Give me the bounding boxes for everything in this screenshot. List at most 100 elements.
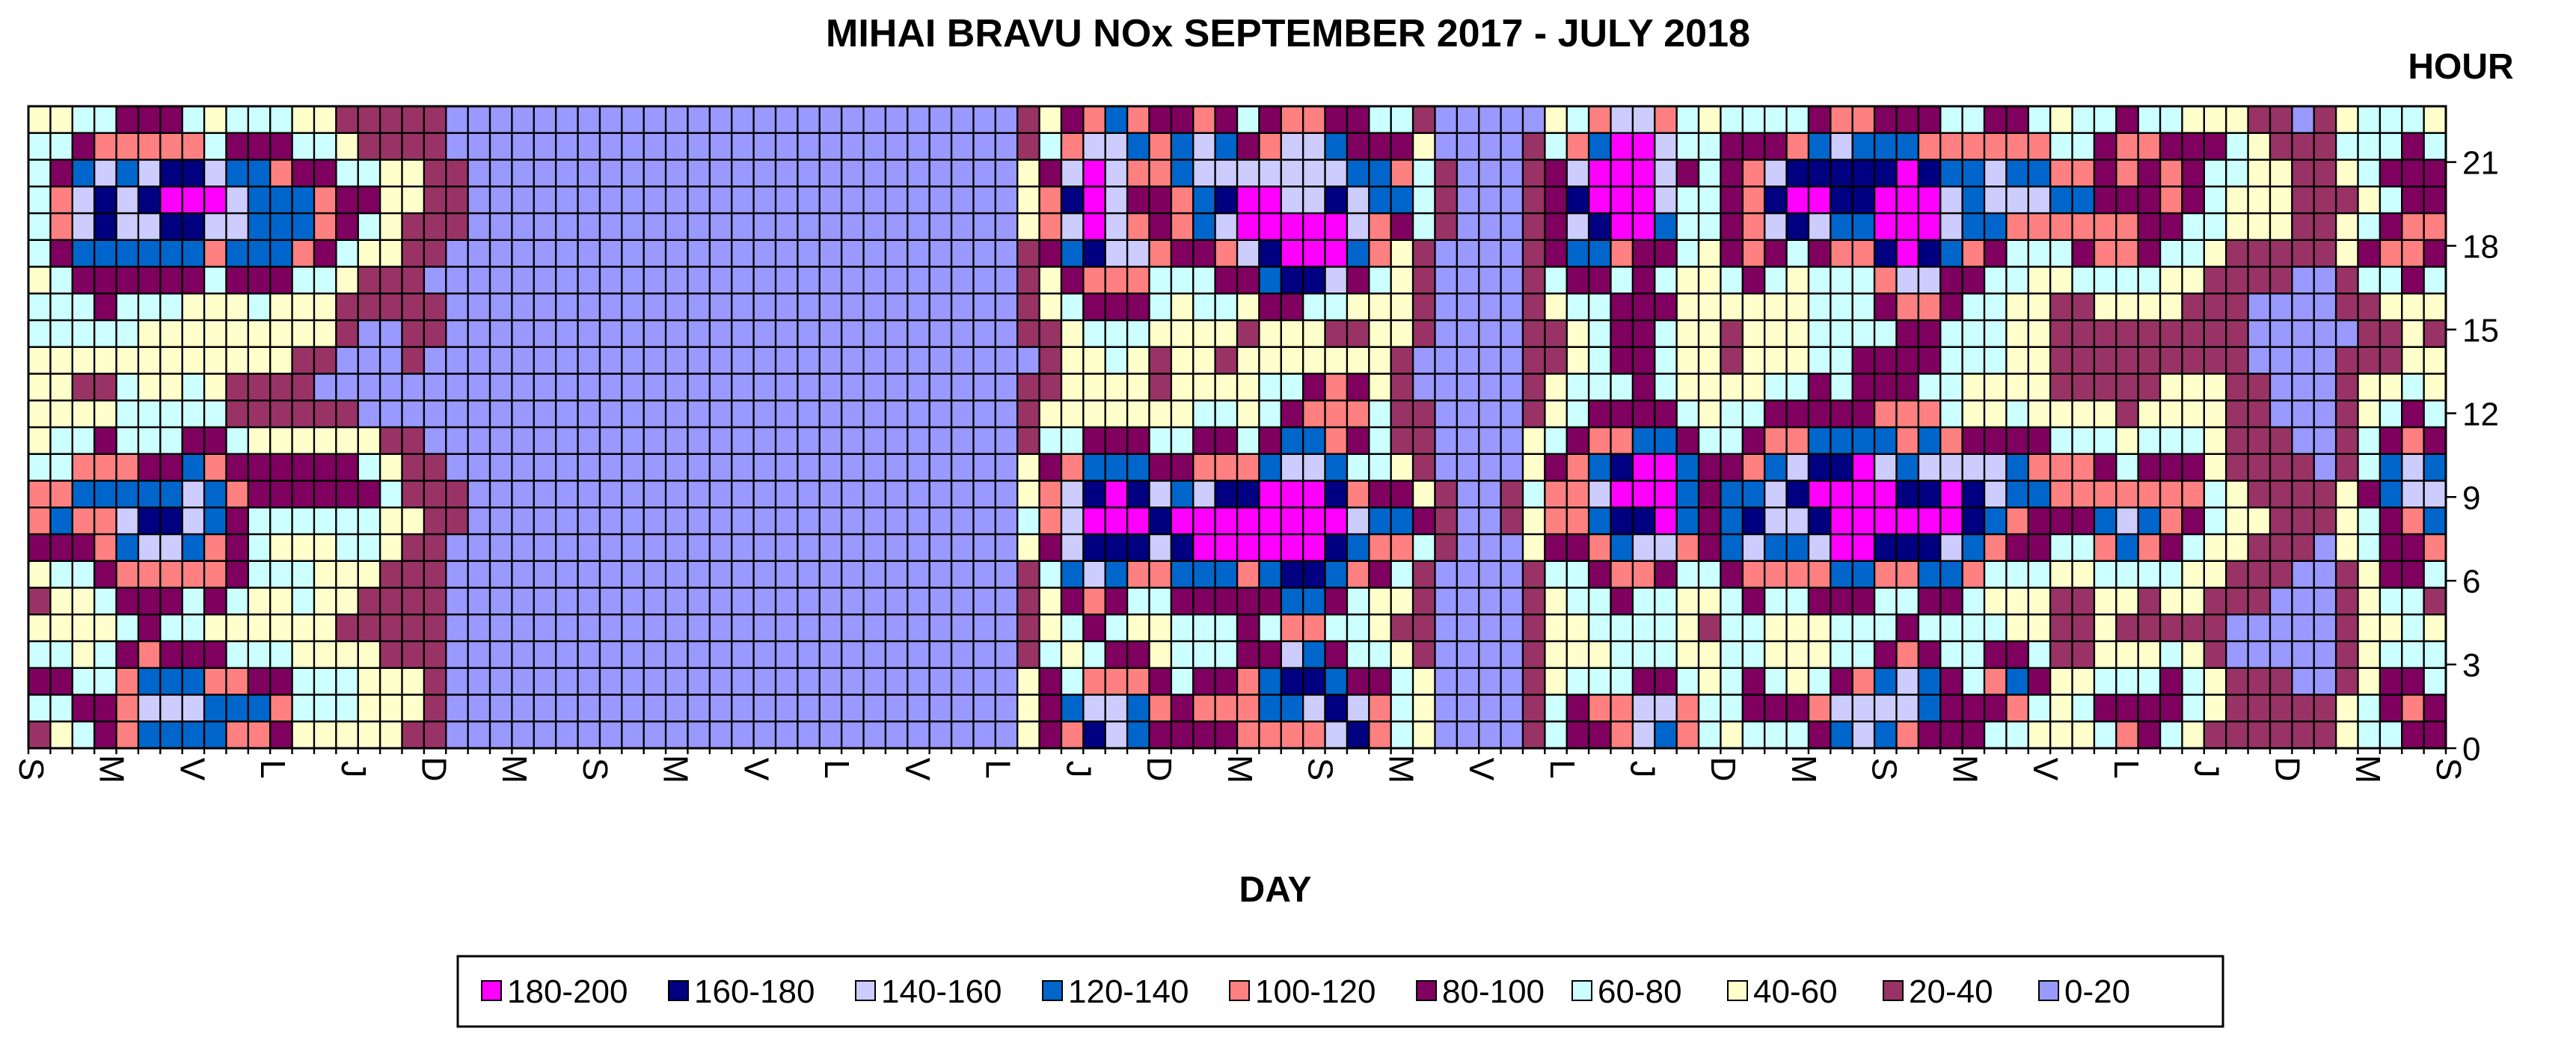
heatmap-cell [2138, 721, 2161, 749]
heatmap-cell [841, 213, 865, 241]
heatmap-cell [1545, 614, 1568, 642]
heatmap-cell [1830, 641, 1853, 669]
heatmap-cell [885, 400, 908, 428]
heatmap-cell [929, 480, 952, 508]
heatmap-cell [1259, 560, 1282, 589]
heatmap-cell [995, 373, 1018, 401]
heatmap-cell [753, 480, 776, 508]
heatmap-cell [1017, 106, 1040, 134]
heatmap-cell [1039, 667, 1062, 696]
heatmap-cell [1589, 560, 1612, 589]
heatmap-cell [1083, 213, 1106, 241]
heatmap-cell [1655, 373, 1678, 401]
heatmap-cell [2138, 694, 2161, 722]
heatmap-cell [841, 132, 865, 161]
heatmap-cell [2402, 400, 2425, 428]
heatmap-cell [2094, 213, 2117, 241]
heatmap-cell [160, 159, 183, 187]
heatmap-cell [687, 239, 711, 268]
heatmap-cell [907, 507, 930, 535]
heatmap-cell [929, 159, 952, 187]
heatmap-cell [951, 346, 975, 375]
heatmap-cell [1017, 346, 1040, 375]
heatmap-cell [2094, 239, 2117, 268]
x-tick-label: M [1381, 755, 1420, 783]
heatmap-cell [72, 667, 95, 696]
heatmap-cell [1127, 427, 1150, 455]
heatmap-cell [313, 721, 337, 749]
heatmap-cell [1699, 507, 1721, 535]
heatmap-cell [1083, 453, 1106, 482]
heatmap-cell [204, 534, 227, 562]
heatmap-cell [1325, 507, 1348, 535]
heatmap-cell [2072, 266, 2095, 294]
heatmap-cell [1962, 293, 1985, 321]
heatmap-cell [1610, 721, 1634, 749]
heatmap-cell [2358, 507, 2381, 535]
heatmap-cell [313, 132, 337, 161]
heatmap-cell [863, 400, 886, 428]
heatmap-cell [2379, 320, 2402, 348]
heatmap-cell [1610, 266, 1634, 294]
heatmap-cell [490, 534, 512, 562]
heatmap-cell [336, 373, 359, 401]
heatmap-cell [885, 320, 908, 348]
heatmap-cell [841, 587, 865, 615]
heatmap-cell [2226, 239, 2249, 268]
heatmap-cell [204, 373, 227, 401]
heatmap-cell [292, 373, 315, 401]
heatmap-cell [1742, 373, 1765, 401]
heatmap-cell [358, 106, 381, 134]
heatmap-cell [1215, 694, 1238, 722]
heatmap-cell [1369, 534, 1392, 562]
heatmap-cell [995, 266, 1018, 294]
heatmap-cell [248, 721, 271, 749]
heatmap-cell [1676, 641, 1699, 669]
heatmap-cell [732, 373, 755, 401]
heatmap-cell [1610, 132, 1634, 161]
heatmap-cell [380, 293, 403, 321]
heatmap-cell [1479, 427, 1502, 455]
heatmap-cell [797, 346, 821, 375]
heatmap-cell [1390, 186, 1414, 214]
heatmap-cell [292, 560, 315, 589]
heatmap-cell [1390, 373, 1414, 401]
heatmap-cell [1720, 159, 1744, 187]
heatmap-cell [1830, 587, 1853, 615]
heatmap-cell [292, 293, 315, 321]
heatmap-cell [1896, 641, 1919, 669]
heatmap-cell [1632, 266, 1655, 294]
heatmap-cell [1456, 721, 1479, 749]
heatmap-cell [2182, 694, 2205, 722]
heatmap-cell [1545, 667, 1568, 696]
heatmap-cell [533, 400, 556, 428]
heatmap-cell [775, 560, 798, 589]
heatmap-cell [1566, 560, 1589, 589]
heatmap-cell [1479, 400, 1502, 428]
heatmap-cell [929, 694, 952, 722]
heatmap-cell [512, 641, 535, 669]
heatmap-cell [1522, 507, 1545, 535]
x-tick-label: D [415, 756, 454, 781]
heatmap-cell [1742, 694, 1765, 722]
heatmap-cell [1017, 132, 1040, 161]
heatmap-cell [467, 186, 491, 214]
heatmap-cell [2006, 186, 2029, 214]
heatmap-cell [622, 667, 645, 696]
heatmap-cell [666, 453, 689, 482]
heatmap-cell [50, 614, 73, 642]
heatmap-cell [2358, 534, 2381, 562]
heatmap-cell [687, 346, 711, 375]
y-tick-label: 12 [2462, 396, 2499, 432]
heatmap-cell [2336, 427, 2359, 455]
heatmap-cell [1105, 346, 1128, 375]
heatmap-cell [490, 400, 512, 428]
heatmap-cell [1105, 213, 1128, 241]
heatmap-cell [1325, 213, 1348, 241]
heatmap-cell [1940, 534, 1963, 562]
heatmap-cell [995, 239, 1018, 268]
heatmap-cell [2226, 266, 2249, 294]
heatmap-cell [28, 534, 51, 562]
heatmap-cell [885, 213, 908, 241]
heatmap-cell [50, 293, 73, 321]
